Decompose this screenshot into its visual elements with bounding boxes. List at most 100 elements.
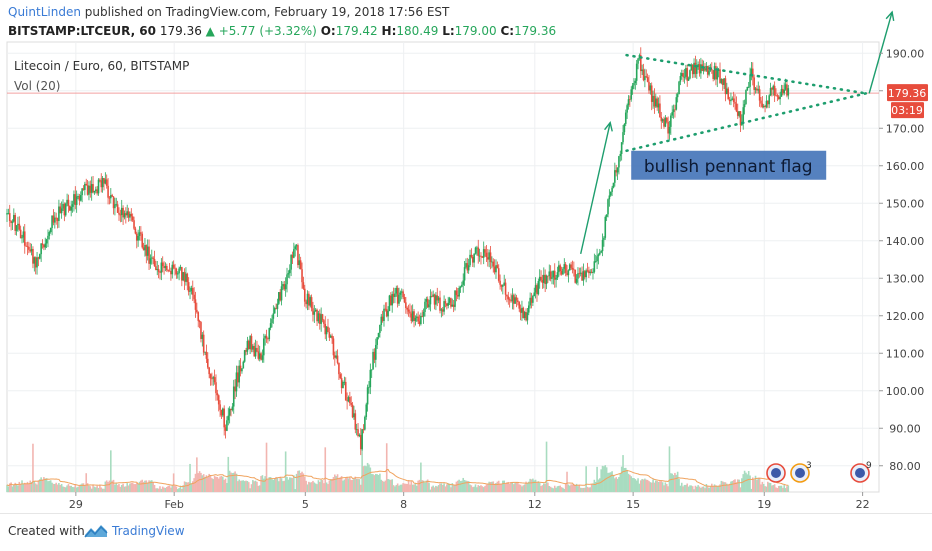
trend-arrow[interactable] — [580, 122, 611, 255]
candle-body — [663, 119, 665, 127]
volume-bar — [695, 486, 698, 492]
candle-body — [212, 377, 215, 379]
candle-body — [685, 68, 687, 77]
candle-body — [14, 215, 16, 231]
candle-body — [28, 246, 30, 250]
chart-pane[interactable] — [6, 41, 880, 493]
volume-bar — [682, 486, 684, 492]
candle-body — [637, 58, 639, 64]
candle-body — [579, 272, 582, 274]
volume-bar — [23, 482, 26, 492]
volume-bar — [500, 483, 503, 492]
volume-bar — [171, 485, 174, 492]
volume-bar — [182, 485, 185, 492]
volume-bar — [659, 481, 661, 492]
volume-bar — [364, 465, 366, 492]
volume-bar — [772, 485, 775, 492]
volume-bar — [620, 466, 623, 492]
volume-bar — [430, 486, 433, 492]
volume-bar — [130, 482, 133, 492]
volume-bar — [358, 479, 361, 492]
candle-body — [574, 269, 577, 283]
volume-bar — [638, 483, 641, 492]
volume-bar — [351, 479, 354, 492]
candle-body — [441, 309, 444, 312]
publication-info: QuintLinden published on TradingView.com… — [8, 5, 449, 19]
volume-bar — [96, 485, 98, 492]
candle-body — [301, 269, 303, 283]
volume-bar — [527, 481, 530, 492]
volume-bar — [448, 483, 451, 492]
candle-body — [230, 408, 232, 411]
author-link[interactable]: QuintLinden — [8, 5, 81, 19]
candle-body — [508, 299, 511, 301]
candle-body — [492, 261, 495, 267]
volume-bar — [720, 480, 723, 492]
candle-body — [593, 261, 596, 272]
volume-bar — [370, 473, 373, 492]
candle-body — [736, 111, 739, 116]
price-tick-label: 190.00 — [886, 47, 925, 60]
candle-body — [560, 271, 563, 275]
candle-body — [94, 189, 97, 191]
annotation-box — [631, 150, 827, 180]
candle-body — [691, 64, 694, 75]
candle-body — [655, 98, 657, 107]
candle-body — [339, 374, 342, 379]
candle-body — [290, 255, 292, 270]
volume-bar — [349, 476, 351, 492]
candle-body — [81, 188, 83, 196]
volume-bar — [570, 484, 572, 492]
volume-bar — [407, 480, 410, 492]
candle-body — [767, 100, 769, 105]
volume-bar — [603, 466, 605, 492]
candle-body — [60, 208, 63, 214]
candle-body — [631, 85, 634, 90]
trend-arrow[interactable] — [868, 11, 893, 94]
pennant-drawing[interactable] — [580, 10, 895, 255]
volume-bar — [582, 487, 585, 492]
volume-bar — [94, 487, 97, 492]
tradingview-brand-link[interactable]: TradingView — [112, 524, 185, 538]
candle-body — [665, 117, 668, 122]
pennant-lower-line[interactable] — [625, 92, 868, 153]
volume-bar — [189, 463, 191, 492]
candle-body — [355, 429, 358, 431]
candle-body — [261, 355, 264, 360]
volume-bar — [13, 484, 15, 492]
volume-bar — [746, 474, 749, 492]
candle-body — [185, 273, 187, 282]
candle-body — [55, 217, 57, 219]
candle-body — [517, 300, 519, 303]
candle-body — [622, 132, 624, 143]
volume-bar — [706, 486, 709, 492]
candle-body — [590, 271, 593, 273]
candle-body — [609, 191, 612, 196]
candle-body — [581, 272, 583, 281]
pennant-upper-line[interactable] — [625, 53, 868, 95]
candle-body — [220, 409, 223, 416]
volume-bar — [105, 480, 108, 492]
volume-bar — [350, 480, 353, 492]
volume-bar — [745, 472, 747, 492]
volume-bar — [440, 483, 443, 492]
volume-bar — [590, 484, 593, 492]
pennant-annotation[interactable]: bullish pennant flag — [631, 150, 827, 180]
volume-bar — [256, 481, 258, 492]
volume-bar — [420, 462, 422, 492]
volume-bar — [125, 486, 127, 492]
candle-body — [316, 309, 318, 322]
volume-bar — [145, 480, 148, 492]
candle-body — [234, 386, 236, 392]
candle-body — [678, 81, 680, 95]
volume-bar — [728, 483, 731, 492]
volume-bar — [294, 489, 297, 492]
candle-body — [145, 245, 148, 256]
volume-bar — [564, 483, 567, 492]
candle-body — [418, 321, 421, 325]
volume-bar — [705, 484, 708, 492]
volume-bar — [614, 478, 616, 492]
price-chart[interactable]: 80.00 90.00 100.00 110.00 120.00 130.00 140.00… — [0, 0, 932, 513]
time-axis[interactable]: 29 Feb 5 8 12 15 19 22 — [69, 492, 870, 511]
